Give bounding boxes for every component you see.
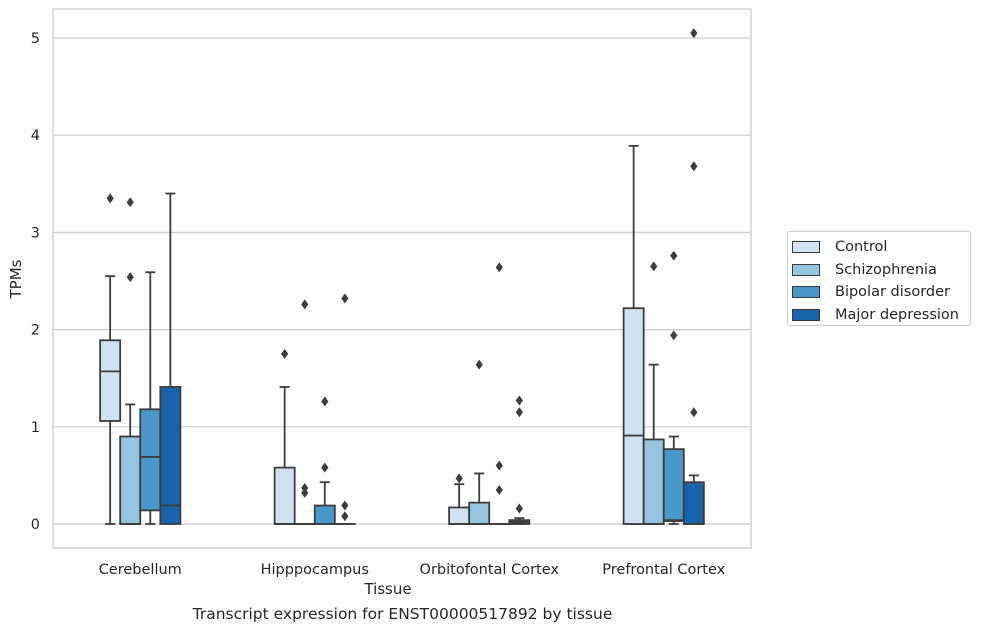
box-control [99, 193, 122, 525]
legend-swatch [792, 263, 820, 276]
outlier-point [341, 500, 349, 511]
legend-swatch [792, 241, 820, 254]
x-tick-label: Prefrontal Cortex [602, 562, 725, 578]
box-schizophrenia [119, 197, 142, 525]
legend-item-schizophrenia: Schizophrenia [792, 259, 970, 282]
box-control [622, 144, 645, 525]
box-control [273, 348, 296, 525]
outlier-point [321, 396, 329, 407]
outlier-point [126, 197, 134, 208]
outlier-point [495, 460, 503, 471]
box-bipolar-disorder [662, 250, 685, 525]
legend: Control Schizophrenia Bipolar disorder M… [787, 231, 971, 326]
x-tick-label: Cerebellum [99, 562, 182, 578]
box-major-depression [508, 395, 531, 525]
y-tick-label: 5 [31, 31, 40, 47]
y-axis-title: TPMs [7, 259, 25, 299]
outlier-point [341, 293, 349, 304]
box-bipolar-disorder [313, 396, 336, 525]
box-iqr [139, 408, 162, 512]
outlier-point [670, 250, 678, 261]
outlier-point [495, 262, 503, 273]
outlier-point [106, 193, 114, 204]
outlier-point [670, 330, 678, 341]
x-tick-label: Hipppocampus [261, 562, 369, 578]
legend-item-major-depression: Major depression [792, 304, 970, 327]
box-schizophrenia [468, 359, 491, 525]
box-iqr [159, 386, 182, 525]
outlier-point [690, 407, 698, 418]
box-iqr [642, 438, 665, 525]
box-iqr [119, 435, 142, 525]
x-tick-labels: Cerebellum Hipppocampus Orbitofontal Corte… [99, 562, 726, 578]
outlier-point [515, 395, 523, 406]
box-major-depression [159, 192, 182, 525]
outlier-point [650, 261, 658, 272]
box-iqr [313, 504, 336, 525]
outlier-point [281, 348, 289, 359]
box-schizophrenia [642, 261, 665, 525]
box-major-depression [333, 293, 356, 525]
legend-label: Major depression [835, 306, 959, 323]
outlier-point [321, 462, 329, 473]
outlier-point [515, 407, 523, 418]
outlier-point [690, 28, 698, 39]
legend-swatch [792, 286, 820, 299]
outlier-point [126, 272, 134, 283]
box-bipolar-disorder [488, 262, 511, 525]
y-tick-label: 0 [31, 517, 40, 533]
box-iqr [99, 339, 122, 422]
box-iqr [682, 481, 705, 525]
box-iqr [662, 448, 685, 522]
legend-label: Bipolar disorder [835, 284, 950, 301]
y-tick-label: 1 [31, 420, 40, 436]
chart-caption: Transcript expression for ENST0000051789… [192, 605, 613, 623]
box-schizophrenia [293, 299, 316, 525]
legend-swatch [792, 308, 820, 321]
box-iqr [622, 307, 645, 525]
y-tick-label: 3 [31, 225, 40, 241]
outlier-point [690, 161, 698, 172]
outlier-point [455, 473, 463, 484]
legend-label: Control [835, 239, 888, 256]
x-axis-title: Tissue [363, 580, 411, 598]
outlier-point [301, 483, 309, 494]
box-bipolar-disorder [139, 271, 162, 525]
outlier-point [495, 484, 503, 495]
outlier-point [475, 359, 483, 370]
outlier-point [301, 299, 309, 310]
legend-item-control: Control [792, 236, 970, 259]
outlier-point [515, 503, 523, 514]
x-tick-label: Orbitofontal Cortex [420, 562, 560, 578]
box-iqr [273, 466, 296, 525]
box-major-depression [682, 28, 705, 525]
box-iqr [448, 506, 471, 525]
box-iqr [468, 501, 491, 525]
y-tick-labels: 0 1 2 3 4 5 [31, 31, 40, 533]
legend-item-bipolar-disorder: Bipolar disorder [792, 281, 970, 304]
y-tick-label: 4 [31, 128, 40, 144]
plot-frame [52, 8, 752, 549]
legend-label: Schizophrenia [835, 261, 937, 278]
box-control [448, 473, 471, 525]
plot-area [99, 28, 705, 525]
outlier-point [341, 511, 349, 522]
y-tick-label: 2 [31, 323, 40, 339]
